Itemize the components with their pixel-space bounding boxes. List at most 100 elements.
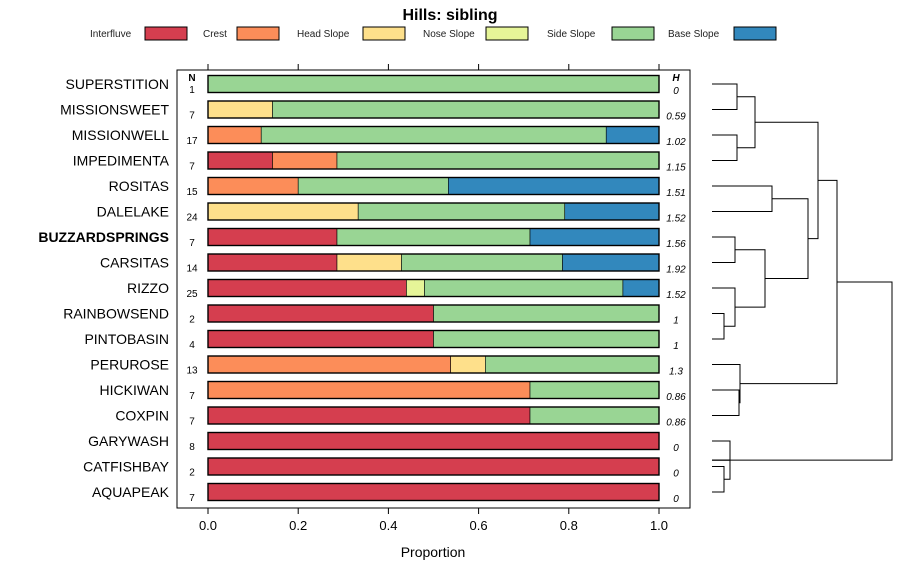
site-label: MISSIONWELL — [72, 127, 169, 143]
site-label: RIZZO — [127, 280, 169, 296]
site-label: IMPEDIMENTA — [73, 153, 170, 169]
bar-segment — [529, 406, 660, 425]
bar-outline — [207, 304, 660, 323]
legend-label: Interfluve — [90, 29, 132, 40]
bar-row: HICKIWAN 7 0.86 — [100, 380, 686, 403]
bar-segment — [564, 202, 660, 221]
site-label: AQUAPEAK — [92, 484, 170, 500]
n-value: 15 — [186, 187, 198, 198]
dendrogram-branch — [740, 179, 838, 385]
dendrogram-branch — [712, 134, 738, 161]
bar-row: GARYWASH 8 0 — [88, 431, 679, 454]
chart-title: Hills: sibling — [402, 7, 497, 24]
bar-segment — [605, 126, 660, 144]
bar-segment — [448, 177, 660, 195]
bar-row: SUPERSTITION 1 0 — [66, 74, 679, 97]
legend-label: Nose Slope — [423, 29, 475, 40]
bar-segment — [207, 381, 531, 399]
bar-outline — [207, 253, 660, 272]
site-label: ROSITAS — [109, 178, 169, 194]
bar-segment — [336, 228, 531, 246]
bar-row: ROSITAS 15 1.51 — [109, 176, 686, 199]
h-value: 0 — [673, 86, 679, 97]
bar-segment — [336, 253, 402, 272]
bar-outline — [207, 329, 660, 349]
h-value: 0 — [673, 494, 679, 505]
bar-segment — [406, 279, 425, 297]
x-axis-label: Proportion — [401, 544, 466, 560]
bar-outline — [207, 151, 660, 170]
bar-row: BUZZARDSPRINGS 7 1.56 — [38, 227, 686, 250]
site-label: RAINBOWSEND — [63, 306, 169, 322]
bar-outline — [207, 176, 660, 196]
legend-swatch — [362, 26, 406, 41]
bar-segment — [297, 177, 449, 195]
bar-row: DALELAKE 24 1.52 — [97, 202, 686, 225]
bar-segment — [260, 126, 607, 144]
bar-row: CATFISHBAY 2 0 — [83, 457, 679, 480]
n-value: 7 — [189, 111, 195, 122]
bar-row: MISSIONWELL 17 1.02 — [72, 125, 686, 148]
dendrogram-branch — [765, 198, 809, 279]
h-value: 1.52 — [666, 290, 686, 301]
h-value: 0.59 — [666, 112, 686, 123]
n-value: 1 — [189, 85, 195, 96]
n-value: 13 — [186, 366, 198, 377]
bar-segment — [207, 432, 660, 450]
legend-label: Head Slope — [297, 29, 350, 40]
bar-segment — [424, 279, 624, 297]
site-label: PINTOBASIN — [84, 331, 169, 347]
h-value: 1.02 — [666, 137, 686, 148]
dendrogram-branch — [737, 96, 756, 149]
bar-segment — [207, 279, 407, 297]
n-value: 2 — [189, 468, 195, 479]
site-label: BUZZARDSPRINGS — [38, 229, 169, 245]
bar-segment — [207, 406, 531, 425]
n-value: 4 — [189, 340, 195, 351]
legend-label: Crest — [203, 29, 227, 40]
bar-segment — [207, 304, 434, 323]
x-tick-label: 0.8 — [560, 518, 578, 533]
h-value: 1.3 — [669, 367, 683, 378]
site-label: GARYWASH — [88, 433, 169, 449]
bar-segment — [450, 355, 486, 374]
bar-outline — [207, 125, 660, 145]
bar-segment — [207, 126, 262, 144]
bar-outline — [207, 406, 660, 425]
x-tick-label: 0.2 — [289, 518, 307, 533]
n-value: 17 — [186, 136, 198, 147]
n-value: 7 — [189, 391, 195, 402]
n-value: 7 — [189, 238, 195, 249]
bar-outline — [207, 457, 660, 476]
legend-swatch — [485, 26, 529, 41]
site-label: COXPIN — [115, 408, 169, 424]
h-value: 1 — [673, 316, 679, 327]
n-value: 8 — [189, 442, 195, 453]
bar-segment — [207, 202, 359, 221]
n-value: 2 — [189, 315, 195, 326]
bar-segment — [207, 355, 451, 374]
dendrogram-branch — [712, 389, 740, 416]
x-tick-label: 0.0 — [199, 518, 217, 533]
n-value: 7 — [189, 417, 195, 428]
legend-swatch — [611, 26, 655, 41]
bar-rows: SUPERSTITION 1 0 MISSIONSWEET 7 0.59 MISSIONWE… — [38, 74, 686, 505]
bar-segment — [207, 75, 660, 93]
bar-outline — [207, 100, 660, 119]
dendrogram-branch — [735, 249, 766, 308]
bar-segment — [529, 381, 660, 399]
bar-row: AQUAPEAK 7 0 — [92, 482, 679, 505]
bar-row: RAINBOWSEND 2 1 — [63, 304, 679, 327]
dendrogram-branch — [712, 83, 738, 110]
h-value: 1 — [673, 341, 679, 352]
bar-segment — [336, 151, 660, 170]
legend: Interfluve Crest Head Slope Nose Slope Side … — [90, 26, 777, 41]
legend-swatch — [236, 26, 280, 41]
bar-segment — [433, 304, 660, 323]
x-axis: 0.0 0.2 0.4 0.6 0.8 1.0 — [199, 64, 668, 533]
bar-outline — [207, 278, 660, 298]
dendrogram-branch — [712, 466, 725, 493]
dendrogram-branch — [712, 364, 741, 404]
bar-segment — [622, 279, 660, 297]
bar-row: CARSITAS 14 1.92 — [100, 253, 686, 276]
